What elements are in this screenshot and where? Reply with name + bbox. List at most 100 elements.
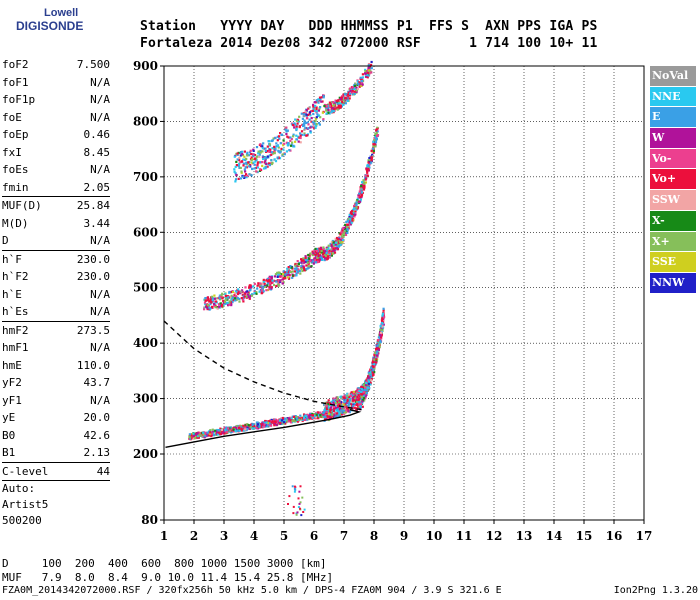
echo-point — [290, 417, 293, 420]
echo-point — [256, 166, 260, 169]
echo-point — [359, 389, 362, 392]
echo-point — [196, 432, 199, 435]
echo-point — [237, 288, 240, 291]
echo-point — [346, 223, 349, 226]
echo-point — [373, 143, 376, 146]
echo-point — [314, 259, 317, 262]
echo-point — [273, 420, 276, 423]
echo-point — [340, 231, 343, 234]
echo-point — [361, 83, 364, 86]
echo-point — [345, 97, 348, 100]
echo-point — [321, 252, 324, 255]
echo-point — [313, 413, 316, 416]
echo-point — [223, 428, 226, 431]
echo-point — [236, 291, 239, 294]
echo-point — [318, 96, 322, 99]
echo-point — [291, 270, 294, 273]
echo-point — [253, 157, 257, 160]
echo-point — [307, 265, 310, 268]
echo-point — [304, 255, 307, 258]
echo-point — [346, 394, 349, 397]
echo-point — [351, 399, 355, 402]
echo-point — [347, 219, 350, 222]
echo-point — [238, 297, 241, 301]
echo-point — [325, 413, 328, 416]
echo-point — [362, 179, 365, 182]
echo-point — [315, 110, 318, 113]
echo-point — [347, 217, 350, 220]
echo-point — [312, 112, 315, 116]
echo-point — [364, 392, 367, 395]
echo-point — [279, 279, 282, 282]
echo-point — [336, 398, 339, 401]
echo-point — [221, 297, 224, 300]
echo-point — [349, 223, 352, 226]
echo-point — [259, 161, 262, 164]
echo-point — [347, 91, 350, 94]
echo-point — [254, 160, 257, 163]
echo-point — [341, 95, 344, 98]
echo-point — [332, 103, 335, 106]
echo-point — [286, 267, 289, 270]
echo-point — [372, 373, 375, 376]
echo-point — [339, 98, 342, 101]
x-tick-label: 11 — [456, 529, 473, 543]
echo-point — [241, 150, 244, 153]
echo-point — [334, 247, 337, 250]
param-name: MUF(D) — [2, 199, 42, 212]
echo-point — [315, 124, 318, 127]
echo-point — [294, 118, 297, 121]
echo-point — [204, 303, 207, 306]
echo-point — [199, 434, 202, 437]
echo-point — [375, 359, 378, 362]
echo-point — [332, 242, 335, 245]
echo-point — [287, 142, 290, 145]
echo-point — [253, 167, 256, 170]
echo-point — [229, 429, 232, 432]
echo-point — [348, 97, 351, 100]
echo-point — [204, 435, 207, 438]
x-tick-label: 6 — [310, 529, 318, 543]
echo-point — [379, 339, 382, 342]
echo-point — [267, 162, 271, 165]
echo-point — [205, 434, 208, 437]
station-header: Station YYYY DAY DDD HHMMSS P1 FFS S AXN… — [140, 18, 598, 52]
echo-point — [330, 109, 334, 112]
echo-point — [263, 147, 266, 150]
echo-point — [362, 391, 365, 394]
echo-point — [319, 248, 322, 251]
echo-point — [276, 274, 280, 277]
echo-point — [233, 155, 236, 158]
echo-point — [265, 279, 268, 282]
echo-point — [361, 405, 364, 408]
echo-point — [356, 80, 359, 83]
echo-point — [356, 400, 359, 404]
echo-point — [375, 128, 378, 131]
echo-point — [370, 60, 373, 64]
echo-point — [266, 423, 269, 427]
echo-point — [287, 277, 291, 280]
echo-point — [300, 130, 304, 133]
echo-point — [353, 213, 357, 216]
echo-point — [311, 250, 314, 253]
echo-point — [374, 361, 377, 364]
echo-point — [240, 297, 243, 300]
x-tick-label: 12 — [486, 529, 503, 543]
param-value: 43.7 — [83, 376, 111, 389]
echo-point — [318, 107, 321, 110]
echo-point — [339, 243, 342, 246]
param-value: 2.13 — [83, 446, 111, 459]
echo-point — [342, 403, 345, 406]
echo-point — [240, 290, 243, 293]
echo-point — [273, 424, 276, 427]
echo-point — [311, 254, 314, 257]
echo-point — [360, 388, 364, 391]
echo-point — [314, 247, 317, 250]
echo-point — [333, 398, 336, 401]
echo-point — [296, 260, 299, 263]
echo-point — [257, 425, 260, 428]
echo-point — [344, 398, 347, 402]
echo-point — [317, 114, 321, 117]
echo-point — [354, 82, 357, 85]
echo-point — [282, 148, 285, 151]
